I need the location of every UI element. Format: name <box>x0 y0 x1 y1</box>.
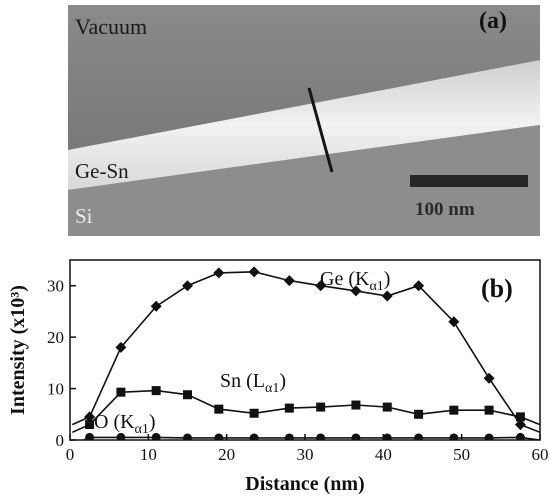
data-point-sn <box>116 387 126 397</box>
data-point-ge <box>413 280 425 292</box>
data-point-ge <box>248 266 260 278</box>
ge-sn-layer <box>68 60 540 190</box>
data-point-ge <box>84 411 96 423</box>
series-line-sn-l-1 <box>71 389 540 434</box>
data-point-o <box>183 433 192 440</box>
region-label-vacuum: Vacuum <box>75 14 147 39</box>
data-point-o <box>214 433 224 440</box>
data-point-ge <box>213 267 225 279</box>
profile-line <box>307 87 334 173</box>
data-point-sn <box>351 400 361 410</box>
x-axis-label: Distance (nm) <box>245 473 364 495</box>
series-line-o-k-1 <box>81 436 540 440</box>
data-point-o <box>316 433 326 440</box>
data-point-o <box>284 433 294 440</box>
data-point-ge <box>182 280 193 292</box>
plot-frame <box>69 259 541 441</box>
series-group <box>71 266 540 440</box>
data-point-sn <box>151 386 161 396</box>
x-tick-label: 60 <box>532 445 549 464</box>
region-label-ge-sn: Ge-Sn <box>75 159 129 183</box>
data-point-ge <box>350 285 362 297</box>
data-point-ge <box>448 316 460 328</box>
series-line-ge-k-1 <box>71 270 540 434</box>
x-tick-label: 40 <box>375 445 392 464</box>
data-point-ge <box>150 300 162 312</box>
data-point-sn <box>183 390 192 400</box>
data-point-sn <box>284 403 294 413</box>
x-tick-label: 0 <box>66 445 75 464</box>
data-point-o <box>351 433 361 440</box>
y-tick-label: 20 <box>47 328 64 347</box>
data-point-o <box>151 432 161 440</box>
data-point-o <box>382 433 392 440</box>
y-tick-label: 30 <box>47 277 64 296</box>
data-point-sn <box>414 409 424 419</box>
data-point-o <box>484 433 494 440</box>
y-axis-label: Intensity (x10³) <box>7 285 29 415</box>
y-tick-label: 10 <box>47 380 64 399</box>
x-tick-label: 30 <box>297 445 314 464</box>
x-tick-label: 50 <box>453 445 470 464</box>
series-label-sn-l-1: Sn (Lα1) <box>220 370 286 396</box>
x-tick-label: 10 <box>140 445 157 464</box>
data-point-ge <box>115 341 127 353</box>
data-point-o <box>249 433 259 440</box>
data-point-ge <box>483 372 495 384</box>
data-point-sn <box>382 402 392 412</box>
data-point-sn <box>484 405 494 415</box>
scale-bar-label: 100 nm <box>415 199 475 220</box>
chart-series <box>71 266 540 440</box>
data-point-ge <box>283 275 295 287</box>
data-point-o <box>85 432 95 440</box>
region-label-si: Si <box>75 204 93 228</box>
data-point-o <box>116 432 126 440</box>
chart-labels: Ge (Kα1) Sn (Lα1) O (Kα1) <box>94 268 390 437</box>
chart-axes: 0 10 20 30 40 50 60 0 10 20 30 Distance (nm) Intensi… <box>7 259 549 495</box>
series-label-o-k-1: O (Kα1) <box>94 411 156 437</box>
data-point-sn <box>316 402 326 412</box>
data-point-ge <box>315 280 327 292</box>
data-point-o <box>515 432 525 440</box>
panel-a-label: (a) <box>479 8 507 34</box>
data-point-sn <box>85 420 95 430</box>
data-point-sn <box>249 408 259 418</box>
data-point-sn <box>449 405 459 415</box>
data-point-ge <box>514 419 526 431</box>
scale-bar <box>410 175 528 187</box>
tem-micrograph: 100 nm Vacuum Ge-Sn Si (a) <box>68 5 540 236</box>
x-tick-label: 20 <box>218 445 235 464</box>
data-point-sn <box>214 404 224 414</box>
data-point-ge <box>381 290 393 302</box>
y-tick-label: 0 <box>56 431 65 450</box>
data-point-sn <box>515 412 525 422</box>
data-point-o <box>414 433 424 440</box>
series-label-ge-k-1: Ge (Kα1) <box>320 268 390 294</box>
data-point-o <box>449 433 459 440</box>
panel-b-label: (b) <box>481 274 513 303</box>
si-substrate <box>68 125 540 236</box>
